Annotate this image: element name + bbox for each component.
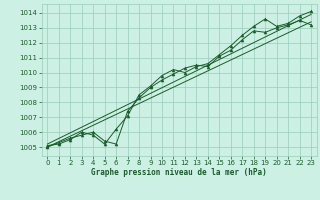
X-axis label: Graphe pression niveau de la mer (hPa): Graphe pression niveau de la mer (hPa) [91,168,267,177]
